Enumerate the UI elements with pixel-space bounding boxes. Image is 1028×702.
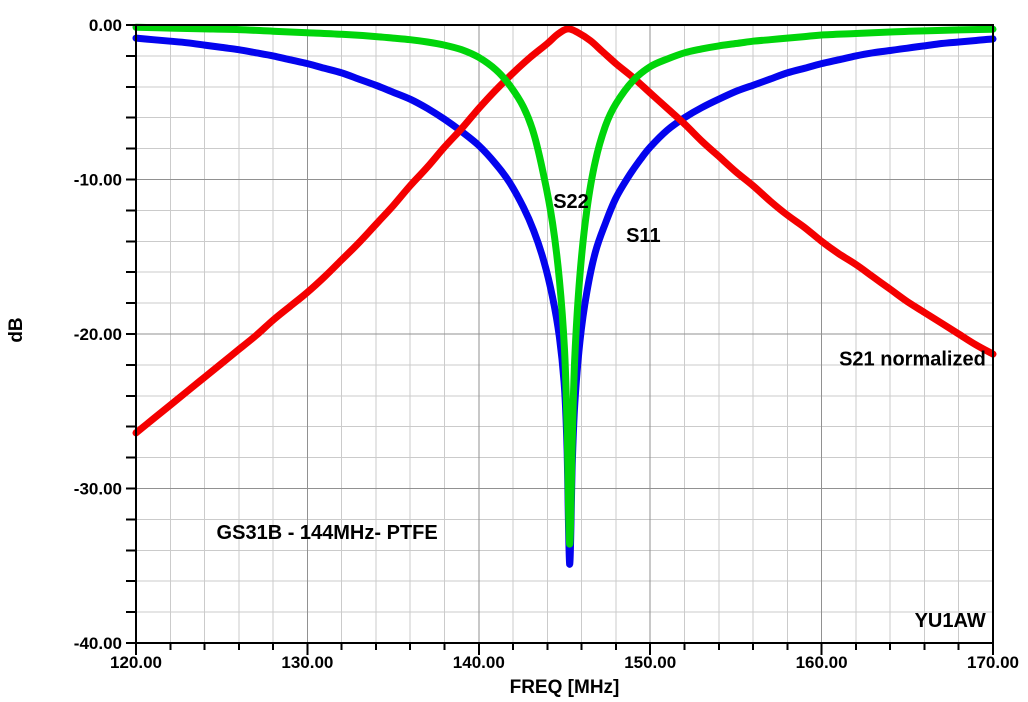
annotation-yu1aw: YU1AW: [915, 610, 986, 632]
y-tick-label: -40.00: [74, 634, 122, 653]
y-tick-label: 0.00: [89, 16, 122, 35]
x-tick-label: 120.00: [110, 653, 162, 672]
s21-curve: [132, 25, 997, 437]
y-tick-label: -30.00: [74, 480, 122, 499]
x-tick-label: 150.00: [624, 653, 676, 672]
axis-ticks: [126, 24, 994, 655]
annotation-s11: S11: [626, 225, 660, 247]
grid: [136, 25, 993, 643]
s22-curve: [132, 23, 997, 548]
annotation-gs31b-144mhz-ptfe: GS31B - 144MHz- PTFE: [217, 522, 438, 544]
x-axis-title: FREQ [MHz]: [510, 677, 620, 698]
annotation-s21-normalized: S21 normalized: [839, 349, 986, 371]
x-tick-label: 160.00: [796, 653, 848, 672]
annotation-s22: S22: [553, 191, 589, 213]
y-tick-label: -20.00: [74, 325, 122, 344]
y-axis-title: dB: [6, 317, 27, 342]
y-tick-label: -10.00: [74, 171, 122, 190]
x-tick-label: 130.00: [281, 653, 333, 672]
annotations: S22 S11 S21 normalized GS31B - 144MHz- PTFE…: [217, 191, 986, 632]
curves: [132, 23, 997, 568]
x-tick-label: 170.00: [967, 653, 1019, 672]
x-tick-label: 140.00: [453, 653, 505, 672]
s11-curve: [132, 34, 997, 568]
